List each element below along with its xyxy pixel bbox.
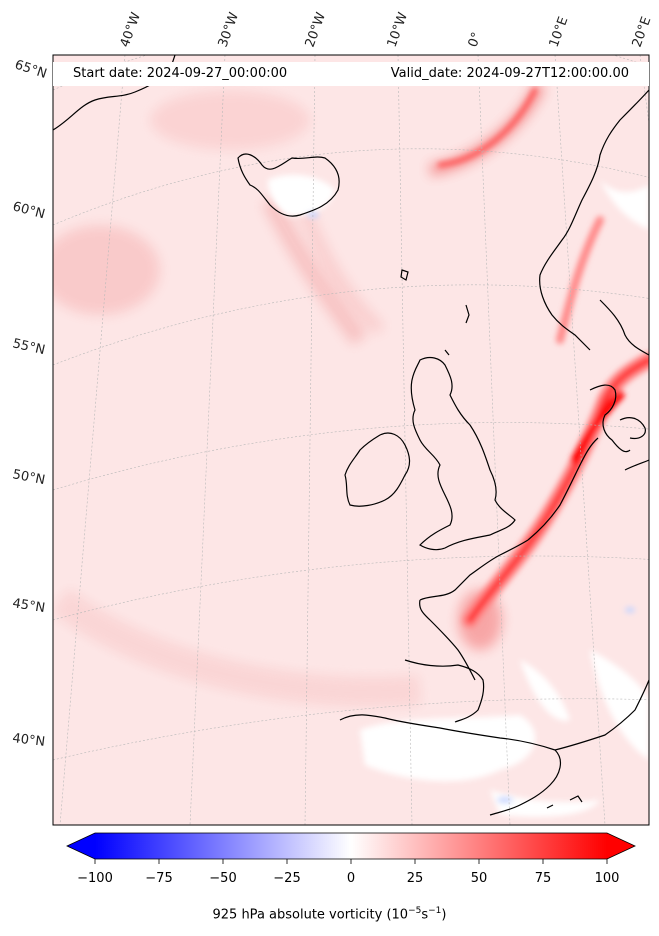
colorbar-label-exp2: −1 [428,906,442,916]
colorbar-tick: 25 [406,871,424,886]
vorticity-field [53,55,649,825]
map-frame [52,54,650,826]
colorbar-tick: −50 [209,871,237,886]
colorbar-tick: 75 [534,871,552,886]
coastlines [53,55,649,816]
colorbar-tick: 50 [470,871,488,886]
lon-label-10e: 10°E [547,15,572,50]
lon-label-20e: 20°E [630,15,655,50]
start-date: Start date: 2024-09-27_00:00:00 [73,66,288,81]
lat-label-50n: 50°N [11,467,46,488]
lat-label-45n: 45°N [11,596,46,616]
lat-label-55n: 55°N [11,336,46,358]
colorbar-tick: −75 [145,871,173,886]
header-band [53,62,649,86]
colorbar [66,832,636,864]
lon-label-30w: 30°W [216,10,242,49]
colorbar-label-main: 925 hPa absolute vorticity (10 [212,907,409,923]
lon-label-0: 0° [466,30,485,49]
colorbar-gradient [95,833,607,859]
valid-date: Valid_date: 2024-09-27T12:00:00.00 [390,66,629,81]
lat-label-60n: 60°N [11,199,47,222]
colorbar-tick: 0 [346,871,356,886]
colorbar-max-extend [607,833,635,859]
lat-label-40n: 40°N [12,731,46,750]
colorbar-min-extend [67,833,95,859]
colorbar-tick: −100 [77,871,113,886]
colorbar-label: 925 hPa absolute vorticity (10−5s−1) [0,906,659,922]
lon-label-20w: 20°W [303,10,329,49]
colorbar-label-exp1: −5 [408,906,422,916]
colorbar-tick: 100 [594,871,620,886]
lon-label-10w: 10°W [385,10,411,49]
lon-label-40w: 40°W [118,10,144,49]
colorbar-tick: −25 [273,871,301,886]
colorbar-label-mid: s [421,907,429,923]
lat-label-65n: 65°N [13,58,49,82]
colorbar-label-end: ) [441,907,447,923]
graticule [53,55,649,825]
